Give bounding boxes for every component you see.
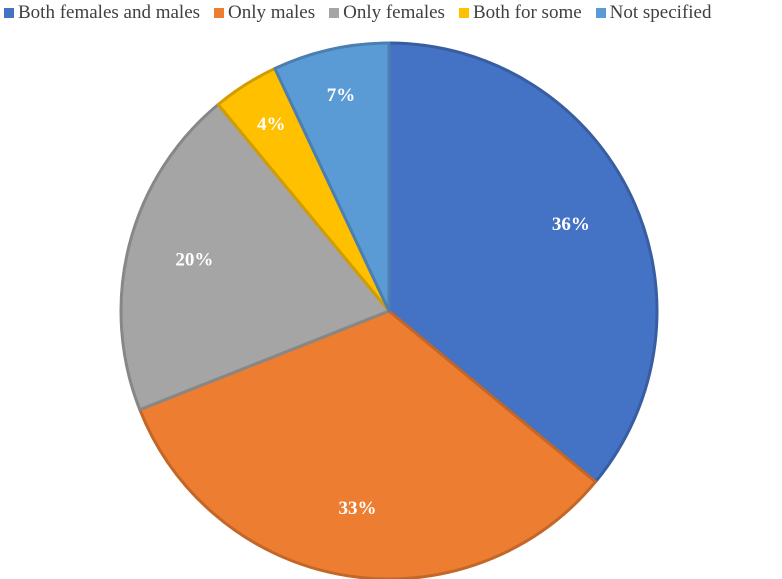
legend-item-both-for-some: Both for some — [458, 2, 582, 24]
data-label-both-for-some: 4% — [257, 114, 286, 135]
legend-swatch-only-males — [214, 8, 225, 18]
pie-slice-both-females-and-males — [387, 41, 659, 484]
legend-label-only-males: Only males — [228, 2, 316, 23]
legend-label-not-specified: Not specified — [609, 2, 712, 23]
legend-swatch-not-specified — [595, 8, 606, 18]
data-label-not-specified: 7% — [327, 85, 356, 106]
legend-swatch-both-for-some — [458, 8, 469, 18]
legend-label-both-for-some: Both for some — [472, 2, 582, 23]
data-label-both-females-and-males: 36% — [552, 214, 590, 235]
legend-label-both-females-and-males: Both females and males — [18, 2, 201, 23]
chart-legend: Both females and males Only males Only f… — [0, 0, 782, 26]
data-label-only-females: 20% — [175, 249, 213, 270]
legend-item-only-males: Only males — [214, 2, 315, 24]
legend-item-not-specified: Not specified — [595, 2, 712, 24]
pie-slice-only-males — [138, 309, 597, 579]
legend-label-only-females: Only females — [343, 2, 445, 23]
legend-item-only-females: Only females — [329, 2, 445, 24]
legend-swatch-both-females-and-males — [4, 8, 14, 18]
pie-slice-only-females — [119, 103, 391, 412]
data-label-only-males: 33% — [339, 498, 377, 519]
legend-swatch-only-females — [329, 8, 340, 18]
pie-slice-not-specified — [273, 41, 391, 313]
legend-item-both-females-and-males: Both females and males — [4, 2, 200, 24]
